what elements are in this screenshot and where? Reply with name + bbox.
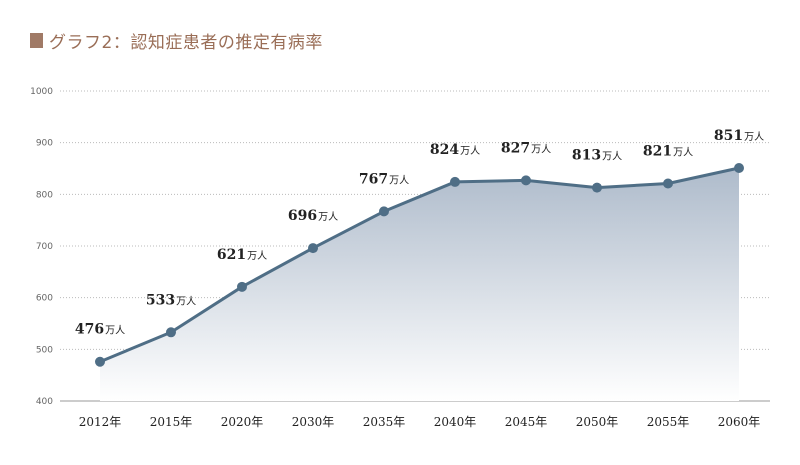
series-line <box>99 166 740 364</box>
data-point <box>521 175 531 186</box>
data-label: 851万人 <box>714 128 764 144</box>
x-tick-label: 2050年 <box>576 415 619 429</box>
y-tick-label: 400 <box>36 397 53 407</box>
data-point <box>237 281 247 292</box>
data-point <box>734 162 744 173</box>
x-tick-label: 2040年 <box>434 415 477 429</box>
data-label: 476万人 <box>75 322 125 338</box>
x-tick-label: 2035年 <box>363 415 406 429</box>
y-tick-label: 600 <box>36 294 53 304</box>
x-tick-label: 2020年 <box>221 415 264 429</box>
data-label: 813万人 <box>572 148 622 164</box>
data-point <box>379 206 389 217</box>
y-tick-label: 500 <box>36 345 53 355</box>
x-tick-label: 2060年 <box>718 415 761 429</box>
data-point <box>592 182 602 193</box>
x-tick-label: 2015年 <box>150 415 193 429</box>
y-tick-label: 900 <box>36 139 53 149</box>
data-point <box>166 327 176 338</box>
x-tick-label: 2055年 <box>647 415 690 429</box>
data-label: 621万人 <box>217 247 267 263</box>
x-tick-label: 2045年 <box>505 415 548 429</box>
chart-title: グラフ2：認知症患者の推定有病率 <box>49 32 323 53</box>
area-fill <box>100 167 739 401</box>
data-label: 696万人 <box>288 208 338 224</box>
data-label: 767万人 <box>359 171 409 187</box>
data-label: 824万人 <box>430 142 480 158</box>
data-point <box>95 356 105 367</box>
x-tick-label: 2012年 <box>79 415 122 429</box>
data-point <box>663 178 673 189</box>
data-point <box>308 243 318 254</box>
data-label: 821万人 <box>643 143 693 159</box>
y-tick-label: 1000 <box>30 87 53 97</box>
y-tick-label: 800 <box>36 190 53 200</box>
title-marker-icon <box>30 32 43 48</box>
chart-title-row: グラフ2：認知症患者の推定有病率 <box>30 30 323 53</box>
data-label: 533万人 <box>146 292 196 308</box>
data-point <box>450 176 460 187</box>
x-tick-label: 2030年 <box>292 415 335 429</box>
data-label: 827万人 <box>501 140 551 156</box>
y-tick-label: 700 <box>36 242 53 252</box>
